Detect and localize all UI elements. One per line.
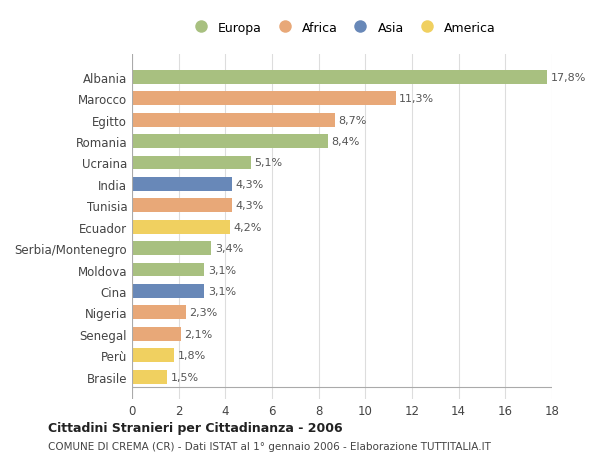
Bar [132,71,547,84]
Bar [132,113,335,127]
Bar [132,92,395,106]
Bar [132,327,181,341]
Bar [132,135,328,149]
Text: 4,2%: 4,2% [233,222,262,232]
Bar [132,263,205,277]
Text: 4,3%: 4,3% [236,179,264,190]
Text: 2,1%: 2,1% [185,329,213,339]
Text: 17,8%: 17,8% [551,73,586,83]
Text: 8,4%: 8,4% [331,137,360,147]
Text: 8,7%: 8,7% [338,115,367,125]
Text: Cittadini Stranieri per Cittadinanza - 2006: Cittadini Stranieri per Cittadinanza - 2… [48,421,343,434]
Bar [132,156,251,170]
Bar [132,178,232,191]
Bar [132,370,167,384]
Bar [132,220,230,234]
Text: 3,4%: 3,4% [215,244,243,253]
Bar [132,241,211,256]
Text: 3,1%: 3,1% [208,265,236,275]
Bar [132,348,174,362]
Text: 11,3%: 11,3% [399,94,434,104]
Bar [132,284,205,298]
Legend: Europa, Africa, Asia, America: Europa, Africa, Asia, America [183,17,501,39]
Text: 1,5%: 1,5% [170,372,199,382]
Text: 5,1%: 5,1% [254,158,283,168]
Text: 3,1%: 3,1% [208,286,236,296]
Text: 2,3%: 2,3% [189,308,217,318]
Text: COMUNE DI CREMA (CR) - Dati ISTAT al 1° gennaio 2006 - Elaborazione TUTTITALIA.I: COMUNE DI CREMA (CR) - Dati ISTAT al 1° … [48,441,491,451]
Text: 1,8%: 1,8% [178,350,206,360]
Text: 4,3%: 4,3% [236,201,264,211]
Bar [132,199,232,213]
Bar [132,306,185,319]
